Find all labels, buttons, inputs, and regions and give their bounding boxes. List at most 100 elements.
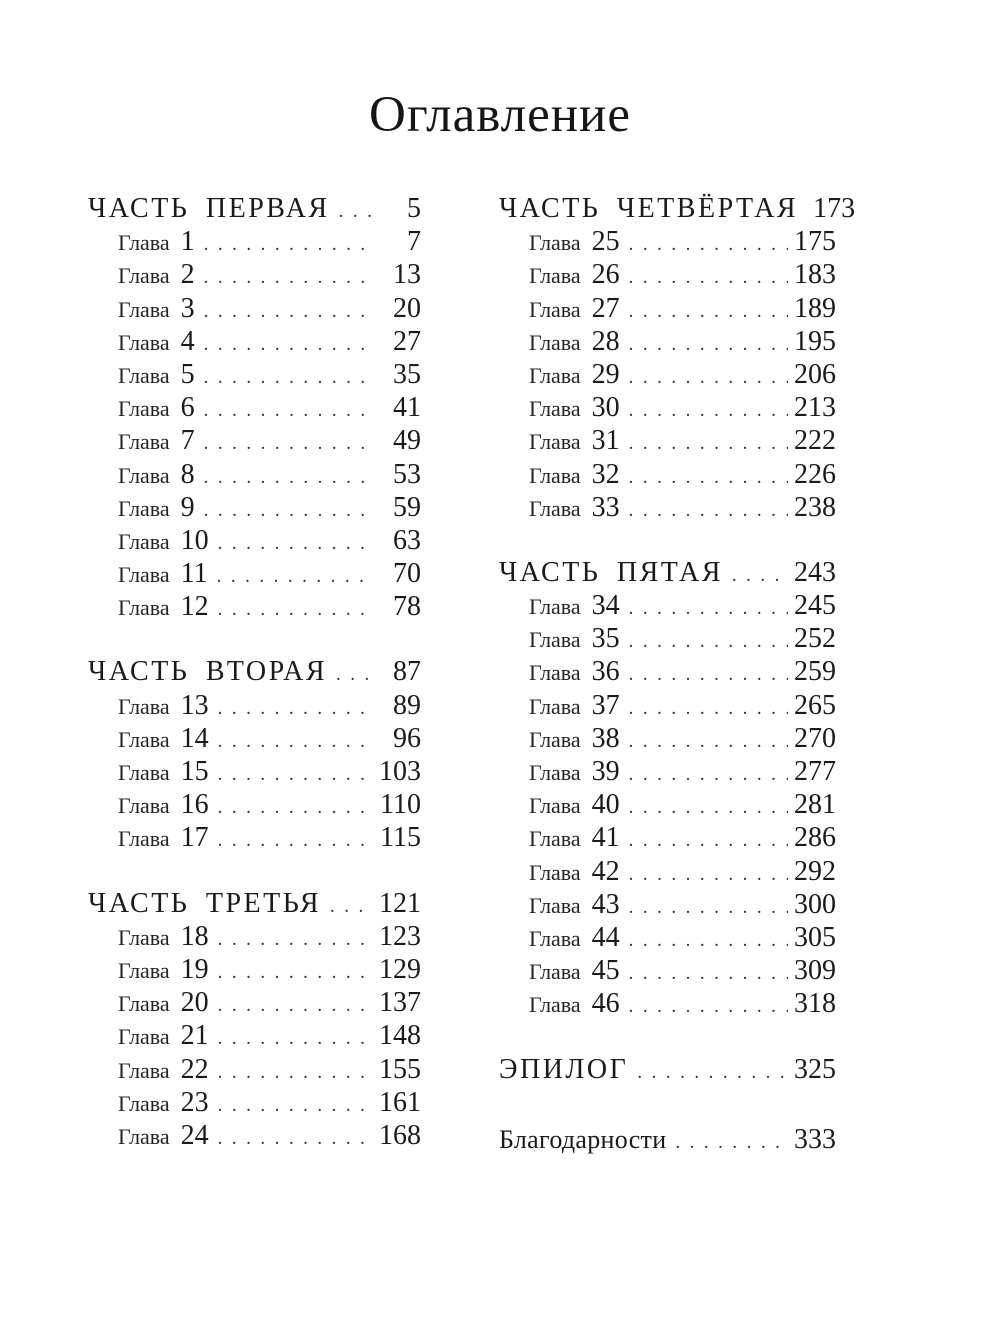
dot-leader: ........................................… — [628, 963, 788, 985]
chapter-label: Глава — [529, 396, 581, 422]
toc-section: ЧАСТЬ ПЕРВАЯ............................… — [88, 193, 421, 624]
chapter-number: 13 — [180, 689, 209, 721]
page-number: 13 — [393, 259, 421, 291]
dot-leader: ........................................… — [628, 830, 788, 852]
page-number: 300 — [794, 888, 836, 920]
page-number: 183 — [794, 259, 836, 291]
page-number: 27 — [393, 325, 421, 357]
page-number: 41 — [393, 392, 421, 424]
page-number: 53 — [393, 458, 421, 490]
chapter-label: Глава — [529, 594, 581, 620]
page-number: 155 — [379, 1053, 421, 1085]
page-number: 5 — [407, 193, 421, 224]
chapter-label: Глава — [118, 362, 170, 388]
chapter-label: Глава — [529, 760, 581, 785]
toc-chapter-row: Глава 28.................................… — [499, 326, 836, 359]
chapter-label: Глава — [118, 991, 170, 1017]
toc-chapter-row: Глава 11.................................… — [88, 558, 421, 591]
page-number: 173 — [813, 193, 856, 224]
chapter-number: 34 — [591, 590, 620, 622]
dot-leader: ........................................… — [217, 830, 373, 852]
chapter-label: Глава — [529, 859, 581, 885]
page-number: 325 — [794, 1053, 836, 1085]
dot-leader: ........................................… — [628, 400, 788, 422]
page-number: 318 — [794, 988, 836, 1020]
page-number: 333 — [794, 1123, 836, 1155]
chapter-label: Глава — [118, 562, 170, 588]
toc-heading-row: ЧАСТЬ ПЯТАЯ.............................… — [499, 557, 836, 590]
dot-leader: ........................................… — [628, 234, 788, 256]
chapter-label: Глава — [118, 826, 170, 852]
toc-chapter-row: Глава 4..................................… — [88, 326, 421, 359]
dot-leader: ........................................… — [217, 961, 373, 983]
page-title: Оглавление — [369, 87, 631, 143]
toc-chapter-row: Глава 7..................................… — [88, 425, 421, 458]
toc-chapter-row: Глава 26.................................… — [499, 259, 836, 292]
chapter-number: 11 — [180, 558, 208, 590]
toc-chapter-row: Глава 25.................................… — [499, 226, 836, 259]
chapter-number: 6 — [180, 392, 195, 424]
page-number: 7 — [407, 226, 421, 258]
chapter-number: 32 — [591, 458, 620, 490]
toc-chapter-row: Глава 19.................................… — [88, 954, 421, 987]
chapter-label: Глава — [529, 495, 581, 521]
dot-leader: ........................................… — [203, 400, 373, 422]
chapter-label: Глава — [118, 726, 170, 752]
dot-leader: ........................................… — [217, 928, 373, 950]
dot-leader: ........................................… — [628, 697, 788, 719]
chapter-label: Глава — [529, 627, 581, 653]
toc-chapter-row: Глава 6..................................… — [88, 392, 421, 425]
dot-leader: ........................................… — [217, 730, 373, 752]
chapter-number: 29 — [591, 358, 620, 390]
page-number: 226 — [794, 458, 836, 490]
toc-heading-row: ЧАСТЬ ПЕРВАЯ............................… — [88, 193, 421, 226]
page-number: 103 — [379, 756, 421, 787]
page-number: 115 — [380, 822, 421, 854]
dot-leader: ........................................… — [628, 797, 788, 819]
page-number: 309 — [794, 955, 836, 987]
page-number: 238 — [794, 491, 836, 523]
toc-chapter-row: Глава 42.................................… — [499, 856, 836, 889]
chapter-number: 16 — [180, 789, 209, 821]
chapter-label: Глава — [118, 396, 170, 422]
chapter-label: Глава — [529, 329, 581, 355]
dot-leader: ........................................… — [628, 764, 788, 785]
chapter-number: 44 — [591, 921, 620, 953]
chapter-number: 33 — [591, 491, 620, 523]
chapter-number: 17 — [180, 822, 209, 854]
toc-section: ЧАСТЬ ЧЕТВЁРТАЯ.........................… — [499, 193, 855, 525]
dot-leader: ........................................… — [628, 664, 788, 686]
toc-chapter-row: Глава 9..................................… — [88, 492, 421, 525]
page-number: 286 — [794, 822, 836, 854]
toc-chapter-row: Глава 20.................................… — [88, 987, 421, 1020]
section-title: ЧАСТЬ ПЯТАЯ — [499, 556, 723, 588]
chapter-label: Глава — [529, 793, 581, 819]
toc-chapter-row: Глава 44.................................… — [499, 922, 836, 955]
toc-columns: ЧАСТЬ ПЕРВАЯ............................… — [0, 193, 1000, 1157]
chapter-label: Глава — [118, 793, 170, 819]
chapter-label: Глава — [118, 1024, 170, 1050]
chapter-label: Глава — [529, 693, 581, 719]
chapter-number: 41 — [591, 822, 620, 854]
page-number: 305 — [794, 921, 836, 953]
toc-chapter-row: Глава 15.................................… — [88, 756, 421, 789]
dot-leader: ........................................… — [628, 466, 788, 488]
dot-leader: ........................................… — [628, 499, 788, 521]
dot-leader: ........................................… — [628, 433, 788, 455]
toc-column-right: ЧАСТЬ ЧЕТВЁРТАЯ.........................… — [499, 193, 855, 1157]
toc-chapter-row: Глава 35.................................… — [499, 623, 836, 656]
chapter-number: 39 — [591, 756, 620, 787]
dot-leader: ........................................… — [217, 1061, 373, 1083]
chapter-number: 18 — [180, 920, 209, 952]
toc-heading-row: Благодарности...........................… — [499, 1124, 836, 1157]
dot-leader: ........................................… — [203, 267, 373, 289]
chapter-number: 43 — [591, 888, 620, 920]
toc-chapter-row: Глава 31.................................… — [499, 425, 836, 458]
chapter-number: 2 — [180, 259, 195, 291]
chapter-number: 1 — [180, 226, 195, 258]
section-title: ЧАСТЬ ПЕРВАЯ — [88, 193, 330, 224]
toc-section: Благодарности...........................… — [499, 1124, 836, 1157]
dot-leader: ........................................… — [217, 697, 373, 719]
toc-chapter-row: Глава 27.................................… — [499, 293, 836, 326]
